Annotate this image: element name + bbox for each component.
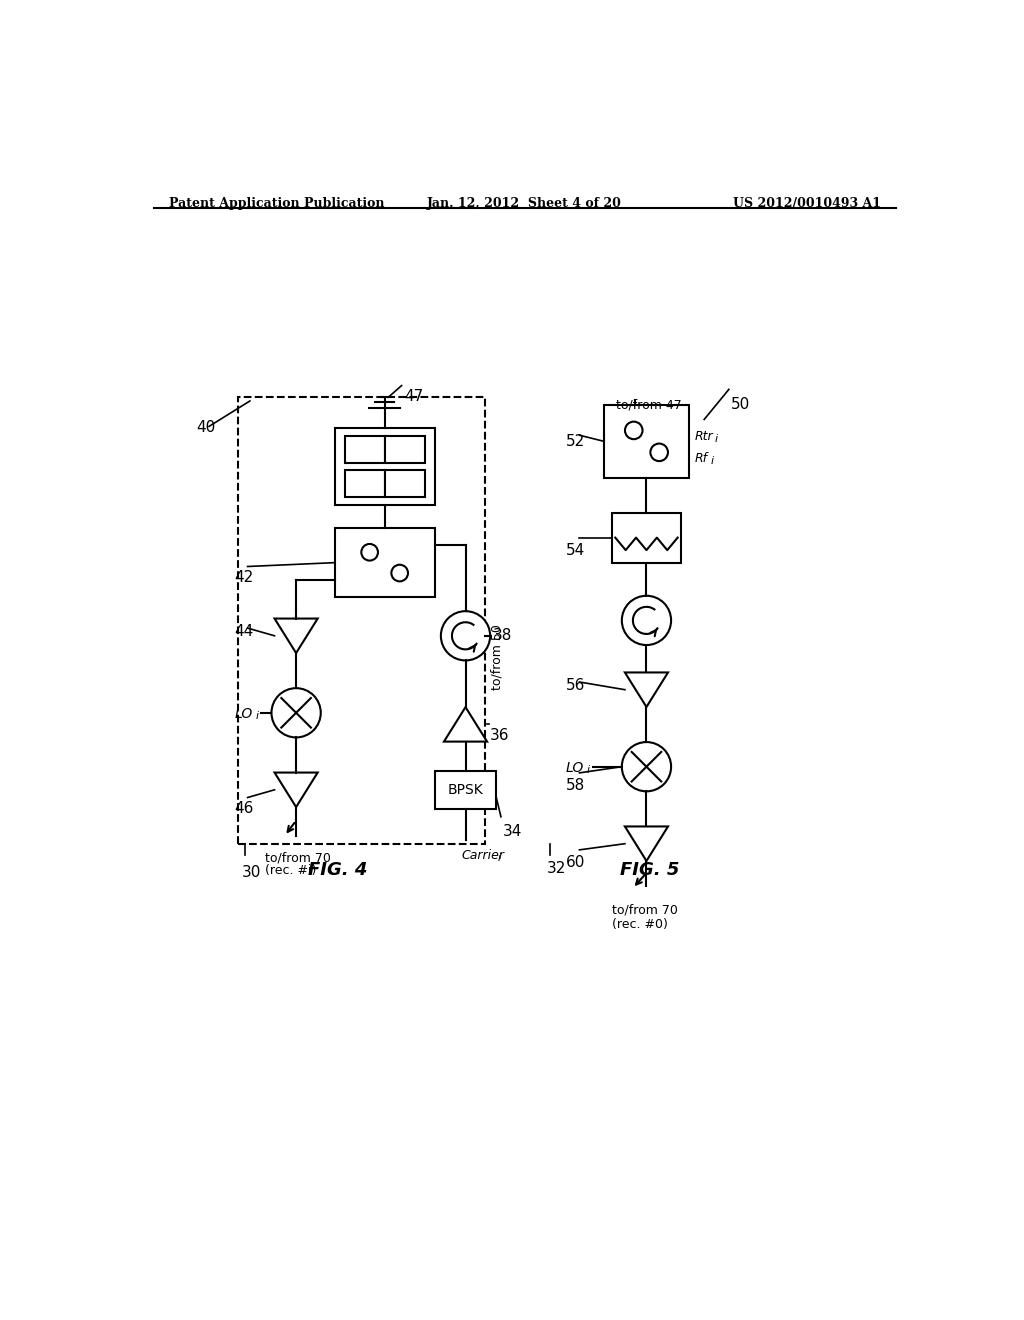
Text: to/from 70: to/from 70 xyxy=(265,851,331,865)
Text: i: i xyxy=(711,457,714,466)
Polygon shape xyxy=(274,619,317,653)
Circle shape xyxy=(391,565,408,581)
Text: 40: 40 xyxy=(196,420,215,436)
Circle shape xyxy=(361,544,378,561)
Circle shape xyxy=(622,595,671,645)
Text: 42: 42 xyxy=(234,570,254,585)
Polygon shape xyxy=(274,772,317,807)
Text: 44: 44 xyxy=(234,624,254,639)
Text: i: i xyxy=(255,711,258,721)
Text: Patent Application Publication: Patent Application Publication xyxy=(169,197,385,210)
Text: Jan. 12, 2012  Sheet 4 of 20: Jan. 12, 2012 Sheet 4 of 20 xyxy=(427,197,623,210)
Circle shape xyxy=(441,611,490,660)
Polygon shape xyxy=(625,826,668,861)
Polygon shape xyxy=(625,672,668,708)
Text: to/from 47: to/from 47 xyxy=(615,399,681,412)
Text: Carrier: Carrier xyxy=(462,849,505,862)
FancyBboxPatch shape xyxy=(335,428,435,506)
FancyBboxPatch shape xyxy=(611,512,681,562)
Text: 32: 32 xyxy=(547,861,565,875)
FancyBboxPatch shape xyxy=(345,436,385,462)
Text: i: i xyxy=(587,766,590,775)
FancyBboxPatch shape xyxy=(435,771,497,809)
Text: 60: 60 xyxy=(565,855,585,870)
Text: 52: 52 xyxy=(565,434,585,449)
Text: 58: 58 xyxy=(565,779,585,793)
FancyBboxPatch shape xyxy=(335,528,435,598)
Text: FIG. 4: FIG. 4 xyxy=(307,861,367,879)
Circle shape xyxy=(271,688,321,738)
Text: to/from 70: to/from 70 xyxy=(611,904,678,917)
Text: 56: 56 xyxy=(565,678,585,693)
Text: LO: LO xyxy=(565,760,584,775)
FancyBboxPatch shape xyxy=(345,470,385,498)
Text: BPSK: BPSK xyxy=(447,783,483,797)
Text: 38: 38 xyxy=(493,628,512,643)
Text: 47: 47 xyxy=(403,389,423,404)
Text: (rec. #i): (rec. #i) xyxy=(265,865,316,878)
FancyBboxPatch shape xyxy=(604,405,689,478)
Circle shape xyxy=(622,742,671,792)
Text: Rtr: Rtr xyxy=(695,430,714,444)
FancyBboxPatch shape xyxy=(239,397,484,843)
Text: Rf: Rf xyxy=(695,453,708,466)
Text: FIG. 5: FIG. 5 xyxy=(620,861,679,879)
FancyBboxPatch shape xyxy=(385,436,425,462)
Text: LO: LO xyxy=(234,706,253,721)
Text: 54: 54 xyxy=(565,543,585,557)
Circle shape xyxy=(625,421,642,440)
Text: US 2012/0010493 A1: US 2012/0010493 A1 xyxy=(732,197,881,210)
Text: 46: 46 xyxy=(234,801,254,816)
Circle shape xyxy=(650,444,668,461)
Text: to/from 50: to/from 50 xyxy=(490,624,504,690)
Text: 30: 30 xyxy=(243,866,261,880)
Text: i: i xyxy=(714,434,718,445)
Text: 36: 36 xyxy=(490,729,510,743)
Text: 50: 50 xyxy=(731,397,751,412)
Polygon shape xyxy=(444,708,487,742)
Text: (rec. #0): (rec. #0) xyxy=(611,917,668,931)
Text: i: i xyxy=(498,853,501,863)
Text: 34: 34 xyxy=(503,825,522,840)
FancyBboxPatch shape xyxy=(385,470,425,498)
